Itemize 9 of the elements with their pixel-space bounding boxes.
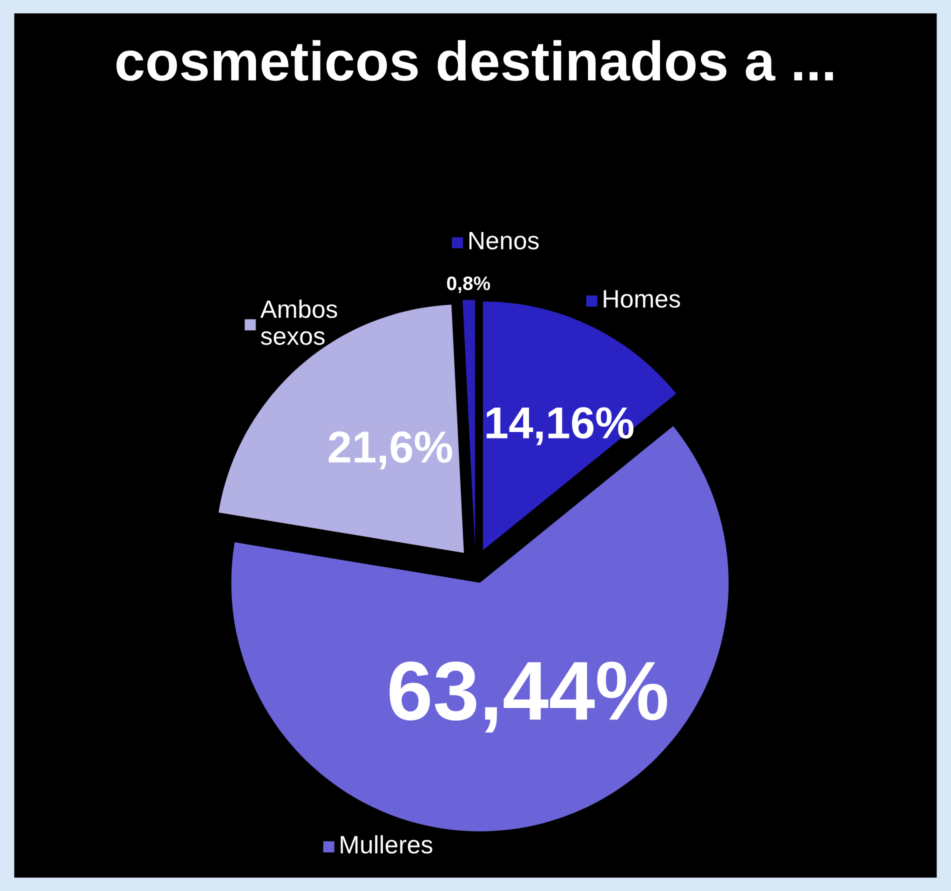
legend-label: Nenos — [469, 232, 539, 250]
data-label: 21,6% — [328, 431, 452, 470]
data-label: 14,16% — [486, 407, 634, 446]
legend-label: Mulleres — [340, 835, 432, 854]
chart-title: cosmeticos destinados a ... — [116, 40, 833, 81]
data-label: 63,44% — [390, 661, 668, 733]
legend-label: Ambos sexos — [260, 300, 338, 345]
legend-label: Homes — [604, 290, 680, 308]
data-label: 0,8% — [447, 276, 490, 294]
